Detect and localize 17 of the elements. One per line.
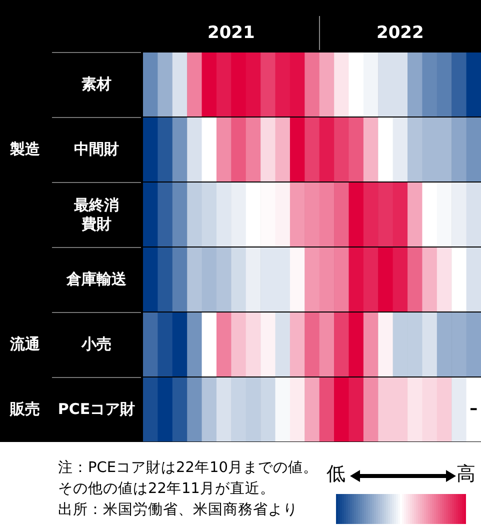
annotation: 2021: [206, 22, 256, 45]
y2-tick-label: 製造: [9, 139, 41, 160]
text: 出所：米国労働省、米国商務省より: [58, 500, 299, 520]
text: 注：PCEコア財は22年10月までの値。: [58, 459, 318, 478]
y-tick-label: 中間財: [74, 140, 119, 160]
annotation: 2022: [376, 22, 425, 45]
y2-tick-label: 販売: [8, 399, 41, 420]
y-tick-label: 小売: [82, 335, 112, 355]
y-tick-label: 最終消費財: [73, 196, 120, 234]
y-tick-label: 素材: [82, 75, 112, 95]
text: その他の値は22年11月が直近。: [58, 480, 276, 499]
y2-tick-label: 流通: [9, 334, 41, 355]
color-bar-label: 高: [456, 462, 476, 487]
y-tick-label: PCEコア財: [58, 400, 136, 420]
color-bar-label: 低: [326, 462, 346, 487]
y-tick-label: 倉庫輸送: [66, 270, 126, 290]
text: –: [470, 398, 478, 418]
